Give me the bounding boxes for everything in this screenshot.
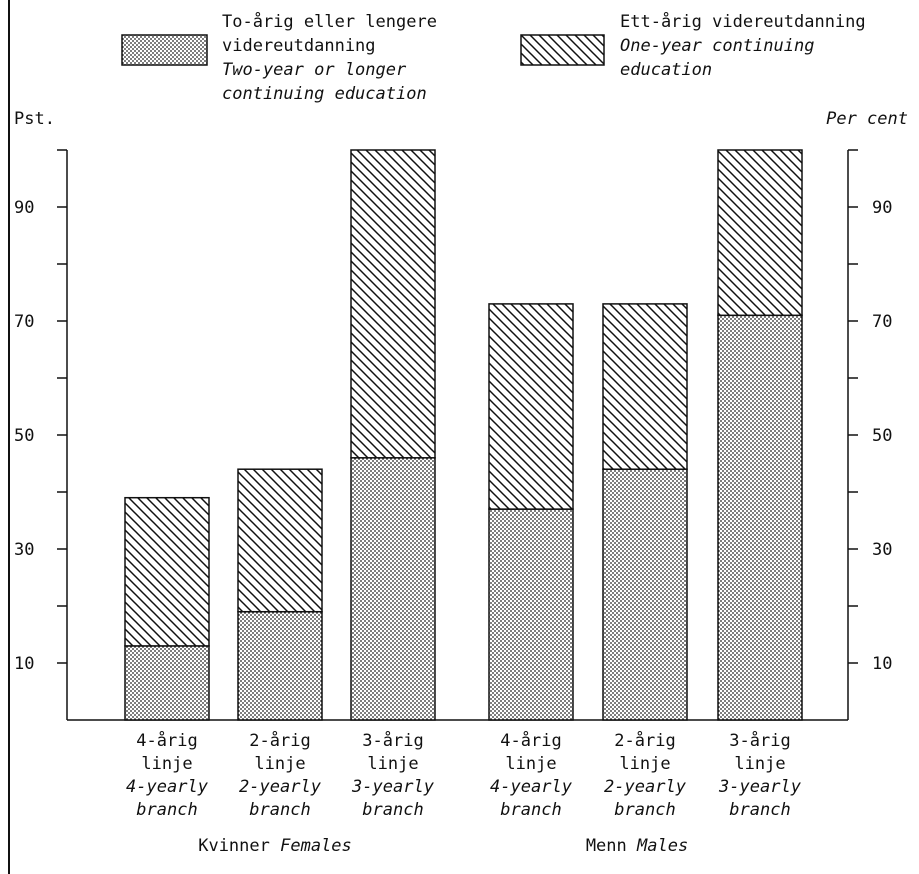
right-tick-label-90: 90 <box>872 198 892 218</box>
category-label-2-italic-1: branch <box>362 800 423 820</box>
category-label-4-line-0: 2-årig <box>614 730 675 751</box>
bars <box>124 149 803 721</box>
left-tick-label-50: 50 <box>14 426 34 446</box>
left-axis-ticks: 10 30 50 70 90 <box>14 149 67 674</box>
bar-segment-hatch-0 <box>124 496 210 647</box>
group-label-1: Menn Males <box>586 836 688 856</box>
category-label-1-line-0: 2-årig <box>249 730 310 751</box>
group-label-0-en: Females <box>280 836 352 856</box>
category-label-1-line-1: linje <box>254 754 305 774</box>
category-label-5-line-1: linje <box>734 754 785 774</box>
left-tick-label-70: 70 <box>14 312 34 332</box>
bar-segment-hatch-1 <box>237 468 323 613</box>
legend-label-1-italic-1: education <box>620 60 712 80</box>
legend-label-0-line-0: To-årig eller lengere <box>222 11 437 32</box>
left-tick-label-90: 90 <box>14 198 34 218</box>
category-label-0-italic-0: 4-yearly <box>126 777 209 797</box>
legend-label-0-line-1: videreutdanning <box>222 36 376 56</box>
category-label-3-line-1: linje <box>505 754 556 774</box>
bar-segment-hatch-2 <box>350 149 436 459</box>
bar-segment-dots-5 <box>717 314 803 721</box>
right-tick-label-10: 10 <box>872 654 892 674</box>
category-label-3-italic-1: branch <box>500 800 561 820</box>
category-label-3-line-0: 4-årig <box>500 730 561 751</box>
legend-label-0-italic-1: continuing education <box>222 84 427 104</box>
category-label-4-line-1: linje <box>619 754 670 774</box>
legend: To-årig eller lengere videreutdanning Tw… <box>121 11 866 104</box>
right-tick-label-50: 50 <box>872 426 892 446</box>
category-label-2-line-1: linje <box>367 754 418 774</box>
bar-segment-hatch-4 <box>602 303 688 470</box>
legend-swatch-hatch <box>520 34 605 66</box>
right-tick-label-70: 70 <box>872 312 892 332</box>
category-label-3-italic-0: 4-yearly <box>490 777 573 797</box>
bar-segment-dots-4 <box>602 468 688 721</box>
category-label-5-line-0: 3-årig <box>729 730 790 751</box>
left-unit-label: Pst. <box>14 109 55 129</box>
left-tick-label-10: 10 <box>14 654 34 674</box>
legend-label-1-italic-0: One-year continuing <box>620 36 814 56</box>
bar-segment-dots-1 <box>237 610 323 721</box>
category-label-4-italic-0: 2-yearly <box>604 777 687 797</box>
category-label-2-italic-0: 3-yearly <box>351 777 435 797</box>
group-label-1-no: Menn <box>586 836 637 856</box>
right-axis-ticks: 10 30 50 70 90 <box>848 149 892 674</box>
group-label-1-en: Males <box>636 836 688 856</box>
bar-segment-dots-3 <box>488 508 574 721</box>
bar-segment-dots-0 <box>124 645 210 721</box>
category-label-2-line-0: 3-årig <box>362 730 423 751</box>
category-label-1-italic-0: 2-yearly <box>239 777 322 797</box>
legend-label-1-line-0: Ett-årig videreutdanning <box>620 11 866 32</box>
group-labels: Kvinner Females Menn Males <box>198 836 688 856</box>
right-tick-label-30: 30 <box>872 540 892 560</box>
category-label-5-italic-1: branch <box>729 800 790 820</box>
bar-segment-hatch-3 <box>488 303 574 510</box>
category-label-0-line-1: linje <box>141 754 192 774</box>
legend-label-0-italic-0: Two-year or longer <box>222 60 407 80</box>
left-tick-label-30: 30 <box>14 540 34 560</box>
category-label-4-italic-1: branch <box>614 800 675 820</box>
category-label-1-italic-1: branch <box>249 800 310 820</box>
category-labels: 4-årig linje 4-yearly branch 2-årig linje 2-ye… <box>126 730 802 820</box>
right-unit-label: Per cent <box>826 109 908 129</box>
category-label-5-italic-0: 3-yearly <box>718 777 802 797</box>
category-label-0-line-0: 4-årig <box>136 730 197 751</box>
group-label-0-no: Kvinner <box>198 836 280 856</box>
category-label-0-italic-1: branch <box>136 800 197 820</box>
group-label-0: Kvinner Females <box>198 836 352 856</box>
legend-swatch-dots <box>121 34 208 66</box>
bar-segment-hatch-5 <box>717 149 803 317</box>
bar-segment-dots-2 <box>350 457 436 721</box>
